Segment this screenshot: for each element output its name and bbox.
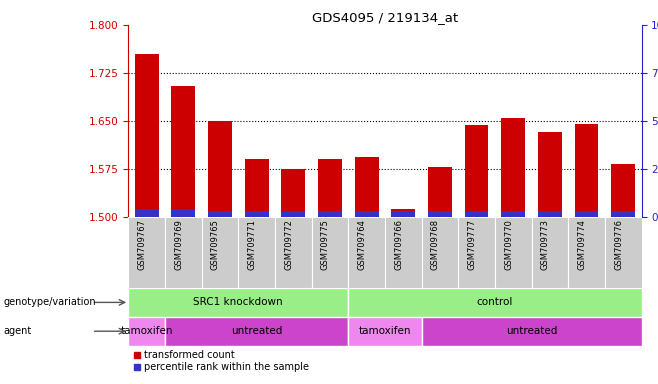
Bar bbox=[422, 217, 458, 288]
Bar bbox=[458, 217, 495, 288]
Bar bbox=[495, 217, 532, 288]
Text: tamoxifen: tamoxifen bbox=[120, 326, 173, 336]
Bar bbox=[392, 211, 415, 217]
Text: GSM709765: GSM709765 bbox=[211, 219, 220, 270]
Bar bbox=[282, 169, 305, 217]
Bar bbox=[605, 217, 642, 288]
Text: GSM709776: GSM709776 bbox=[614, 219, 623, 270]
Text: untreated: untreated bbox=[231, 326, 282, 336]
Text: GSM709770: GSM709770 bbox=[504, 219, 513, 270]
Text: GSM709764: GSM709764 bbox=[357, 219, 367, 270]
Bar bbox=[348, 217, 385, 288]
Bar bbox=[532, 217, 569, 288]
Bar bbox=[348, 317, 422, 346]
Bar bbox=[385, 217, 422, 288]
Bar bbox=[165, 317, 348, 346]
Bar bbox=[275, 217, 312, 288]
Bar bbox=[245, 159, 268, 217]
Bar bbox=[348, 288, 642, 317]
Text: GSM709775: GSM709775 bbox=[321, 219, 330, 270]
Bar bbox=[538, 211, 562, 217]
Bar bbox=[318, 159, 342, 217]
Bar bbox=[238, 217, 275, 288]
Bar bbox=[208, 210, 232, 217]
Bar bbox=[135, 209, 159, 217]
Bar bbox=[128, 217, 165, 288]
Bar bbox=[318, 211, 342, 217]
Bar bbox=[171, 209, 195, 217]
Bar bbox=[422, 317, 642, 346]
Bar bbox=[501, 211, 525, 217]
Bar bbox=[282, 211, 305, 217]
Bar bbox=[128, 317, 165, 346]
Bar bbox=[128, 288, 348, 317]
Bar bbox=[501, 118, 525, 217]
Text: GSM709766: GSM709766 bbox=[394, 219, 403, 270]
Bar bbox=[538, 132, 562, 217]
Text: GSM709772: GSM709772 bbox=[284, 219, 293, 270]
Title: GDS4095 / 219134_at: GDS4095 / 219134_at bbox=[312, 11, 458, 24]
Text: untreated: untreated bbox=[506, 326, 557, 336]
Text: control: control bbox=[477, 297, 513, 308]
Text: GSM709773: GSM709773 bbox=[541, 219, 550, 270]
Text: GSM709768: GSM709768 bbox=[431, 219, 440, 270]
Text: GSM709774: GSM709774 bbox=[578, 219, 586, 270]
Text: GSM709777: GSM709777 bbox=[468, 219, 476, 270]
Bar bbox=[569, 217, 605, 288]
Text: GSM709771: GSM709771 bbox=[247, 219, 257, 270]
Text: GSM709767: GSM709767 bbox=[138, 219, 147, 270]
Bar bbox=[392, 209, 415, 217]
Bar bbox=[355, 157, 378, 217]
Bar bbox=[245, 211, 268, 217]
Bar bbox=[208, 121, 232, 217]
Legend: transformed count, percentile rank within the sample: transformed count, percentile rank withi… bbox=[133, 351, 309, 372]
Bar bbox=[465, 210, 488, 217]
Bar bbox=[465, 126, 488, 217]
Bar bbox=[428, 211, 452, 217]
Bar bbox=[135, 54, 159, 217]
Text: tamoxifen: tamoxifen bbox=[359, 326, 411, 336]
Bar bbox=[611, 211, 635, 217]
Text: genotype/variation: genotype/variation bbox=[3, 297, 96, 308]
Bar bbox=[574, 211, 599, 217]
Text: SRC1 knockdown: SRC1 knockdown bbox=[193, 297, 283, 308]
Bar bbox=[611, 164, 635, 217]
Text: agent: agent bbox=[3, 326, 32, 336]
Bar bbox=[201, 217, 238, 288]
Bar bbox=[355, 210, 378, 217]
Bar bbox=[171, 86, 195, 217]
Text: GSM709769: GSM709769 bbox=[174, 219, 184, 270]
Bar bbox=[312, 217, 348, 288]
Bar bbox=[574, 124, 599, 217]
Bar bbox=[165, 217, 201, 288]
Bar bbox=[428, 167, 452, 217]
